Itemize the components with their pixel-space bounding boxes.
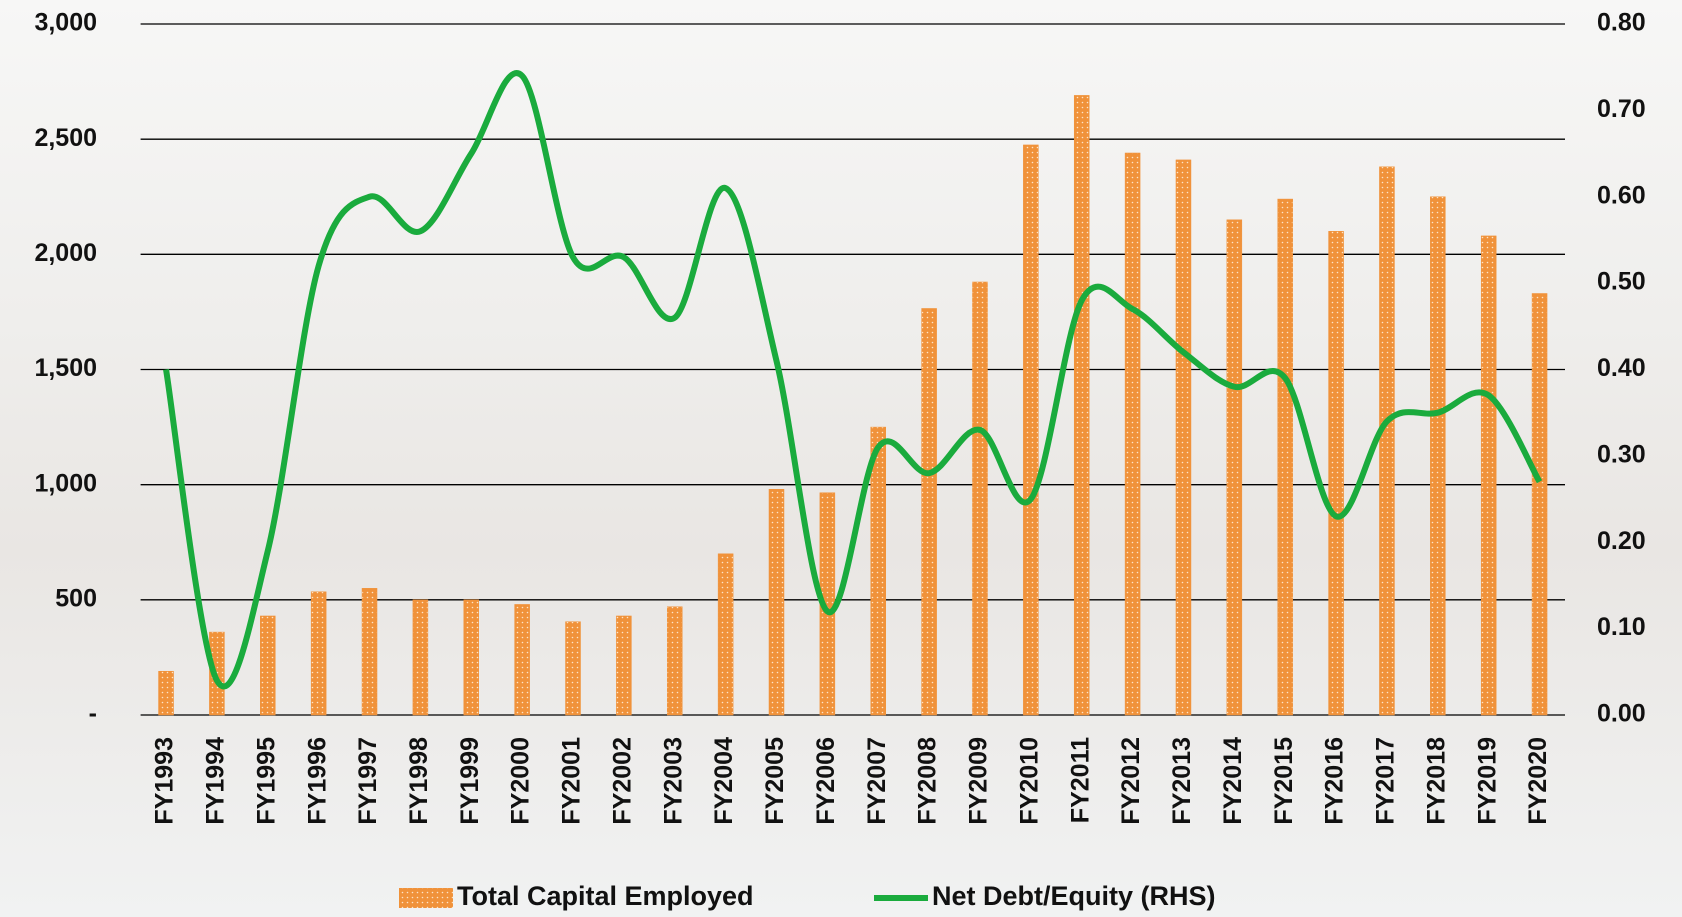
bar bbox=[667, 606, 683, 716]
y-tick-label: 2,500 bbox=[34, 124, 97, 152]
bar bbox=[1379, 166, 1395, 716]
y2-tick-label: 0.20 bbox=[1597, 527, 1646, 555]
x-tick-label: FY2010 bbox=[1015, 737, 1043, 825]
bar bbox=[972, 281, 988, 716]
x-tick-label: FY2001 bbox=[558, 737, 586, 825]
x-tick-label: FY2012 bbox=[1117, 737, 1145, 825]
bar bbox=[1226, 219, 1243, 716]
y2-tick-label: 0.30 bbox=[1597, 440, 1646, 468]
y2-tick-label: 0.50 bbox=[1597, 268, 1646, 296]
bar bbox=[1124, 152, 1141, 716]
bar bbox=[361, 588, 378, 716]
bar bbox=[1023, 144, 1039, 716]
x-tick-label: FY1993 bbox=[151, 737, 179, 825]
x-tick-label: FY2009 bbox=[965, 737, 993, 825]
bar bbox=[1480, 235, 1497, 716]
x-tick-label: FY2005 bbox=[761, 737, 789, 825]
x-tick-label: FY2011 bbox=[1066, 737, 1094, 823]
line bbox=[163, 70, 1543, 690]
y2-tick-label: 0.80 bbox=[1597, 9, 1646, 37]
bar bbox=[616, 615, 632, 716]
legend-swatch bbox=[399, 888, 453, 908]
x-tick-label: FY2019 bbox=[1473, 737, 1501, 825]
bar bbox=[1328, 231, 1344, 716]
x-tick-label: FY2018 bbox=[1422, 737, 1450, 825]
y-tick-label: 500 bbox=[55, 584, 97, 612]
bar bbox=[514, 604, 530, 716]
x-tick-label: FY2003 bbox=[659, 737, 687, 825]
x-tick-label: FY1999 bbox=[456, 737, 484, 825]
x-tick-label: FY2015 bbox=[1270, 737, 1298, 825]
x-tick-label: FY2007 bbox=[863, 737, 891, 825]
x-tick-label: FY1997 bbox=[354, 737, 382, 825]
bar bbox=[1073, 95, 1090, 716]
bar bbox=[565, 621, 581, 716]
y-tick-label: 1,000 bbox=[34, 469, 97, 497]
x-tick-label: FY2000 bbox=[507, 737, 535, 825]
y2-tick-label: 0.70 bbox=[1597, 95, 1646, 123]
x-tick-label: FY2013 bbox=[1168, 737, 1196, 825]
x-tick-label: FY2016 bbox=[1321, 737, 1349, 825]
bar bbox=[463, 599, 480, 716]
legend-label: Total Capital Employed bbox=[457, 881, 754, 911]
bar bbox=[921, 308, 937, 716]
x-tick-label: FY2014 bbox=[1219, 737, 1247, 825]
y-tick-label: 3,000 bbox=[34, 9, 97, 37]
bar bbox=[1531, 293, 1548, 716]
x-tick-label: FY2020 bbox=[1524, 737, 1552, 825]
x-tick-label: FY2002 bbox=[608, 737, 636, 825]
bar bbox=[870, 426, 886, 716]
y2-tick-label: 0.40 bbox=[1597, 354, 1646, 382]
bar bbox=[158, 670, 174, 716]
y-tick-label: 2,000 bbox=[34, 239, 97, 267]
y-tick-label: 1,500 bbox=[34, 354, 97, 382]
bar bbox=[768, 489, 785, 716]
bar bbox=[260, 615, 276, 716]
y2-tick-label: 0.00 bbox=[1597, 700, 1646, 728]
x-tick-label: FY1994 bbox=[202, 737, 230, 825]
y-tick-label: - bbox=[89, 700, 97, 728]
bar bbox=[1277, 198, 1293, 716]
y2-tick-label: 0.60 bbox=[1597, 181, 1646, 209]
x-tick-label: FY2017 bbox=[1372, 737, 1400, 825]
bar bbox=[412, 599, 429, 716]
x-tick-label: FY1995 bbox=[252, 737, 280, 825]
bar bbox=[310, 591, 327, 716]
bar bbox=[717, 553, 734, 716]
x-tick-label: FY1998 bbox=[405, 737, 433, 825]
x-tick-label: FY2008 bbox=[914, 737, 942, 825]
x-tick-label: FY2004 bbox=[710, 737, 738, 825]
x-tick-label: FY2006 bbox=[812, 737, 840, 825]
legend-label: Net Debt/Equity (RHS) bbox=[932, 881, 1216, 911]
x-tick-label: FY1996 bbox=[303, 737, 331, 825]
bar bbox=[1430, 196, 1446, 716]
y2-tick-label: 0.10 bbox=[1597, 613, 1646, 641]
bar bbox=[1175, 159, 1192, 716]
